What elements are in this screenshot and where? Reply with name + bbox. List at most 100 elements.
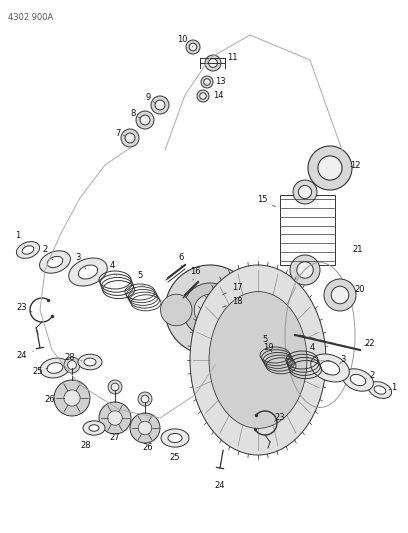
- Circle shape: [125, 133, 135, 143]
- Circle shape: [151, 96, 169, 114]
- Ellipse shape: [374, 386, 386, 394]
- Circle shape: [108, 380, 122, 394]
- Text: 1: 1: [389, 384, 397, 392]
- Circle shape: [308, 146, 352, 190]
- Text: 24: 24: [215, 481, 225, 489]
- Ellipse shape: [47, 256, 63, 268]
- Circle shape: [183, 283, 237, 337]
- Circle shape: [201, 76, 213, 88]
- Circle shape: [111, 383, 119, 391]
- Circle shape: [138, 392, 152, 406]
- Text: 28: 28: [81, 440, 91, 449]
- Text: 4: 4: [308, 343, 315, 358]
- Text: 20: 20: [355, 286, 365, 295]
- Ellipse shape: [343, 369, 373, 391]
- Text: 4: 4: [109, 261, 117, 276]
- Ellipse shape: [22, 246, 34, 254]
- Ellipse shape: [368, 382, 392, 398]
- Text: 9: 9: [145, 93, 155, 103]
- Text: 11: 11: [227, 53, 237, 62]
- Circle shape: [141, 395, 149, 403]
- Text: 12: 12: [350, 160, 360, 169]
- Circle shape: [160, 294, 192, 326]
- Ellipse shape: [40, 358, 70, 378]
- Ellipse shape: [78, 265, 98, 279]
- Circle shape: [204, 79, 210, 85]
- Circle shape: [205, 55, 221, 71]
- Text: 21: 21: [353, 246, 363, 254]
- Text: 2: 2: [366, 370, 375, 379]
- Text: 3: 3: [75, 254, 86, 269]
- Text: 10: 10: [177, 36, 193, 47]
- Text: 15: 15: [257, 196, 275, 207]
- Text: 28: 28: [65, 353, 82, 362]
- Circle shape: [155, 100, 165, 110]
- Ellipse shape: [16, 241, 40, 259]
- Text: 23: 23: [274, 414, 285, 423]
- Ellipse shape: [320, 361, 339, 375]
- Text: 18: 18: [223, 297, 242, 307]
- Ellipse shape: [83, 421, 105, 435]
- Circle shape: [331, 286, 349, 304]
- Text: 3: 3: [340, 356, 346, 365]
- Circle shape: [136, 111, 154, 129]
- Ellipse shape: [78, 354, 102, 370]
- Circle shape: [324, 279, 356, 311]
- Circle shape: [186, 40, 200, 54]
- Circle shape: [228, 294, 259, 326]
- Ellipse shape: [40, 251, 71, 273]
- Text: 2: 2: [42, 246, 53, 260]
- Circle shape: [121, 129, 139, 147]
- Circle shape: [208, 59, 217, 67]
- Ellipse shape: [84, 358, 96, 366]
- Bar: [280, 195, 335, 265]
- Circle shape: [68, 361, 76, 369]
- Circle shape: [194, 294, 226, 326]
- Text: 8: 8: [130, 109, 140, 118]
- Circle shape: [298, 185, 312, 199]
- Circle shape: [130, 413, 160, 443]
- Text: 13: 13: [215, 77, 225, 86]
- Ellipse shape: [190, 265, 326, 455]
- Circle shape: [197, 90, 209, 102]
- Text: 25: 25: [170, 453, 180, 462]
- Circle shape: [290, 255, 320, 285]
- Ellipse shape: [209, 292, 307, 429]
- Text: 22: 22: [364, 338, 375, 348]
- Text: 19: 19: [263, 343, 273, 352]
- Ellipse shape: [310, 354, 349, 382]
- Text: 7: 7: [115, 128, 125, 138]
- Text: 16: 16: [190, 268, 200, 280]
- Circle shape: [99, 402, 131, 434]
- Circle shape: [189, 43, 197, 51]
- Text: 4302 900A: 4302 900A: [8, 13, 53, 22]
- Circle shape: [64, 390, 80, 406]
- Ellipse shape: [47, 362, 63, 373]
- Text: 24: 24: [17, 351, 33, 359]
- Text: 26: 26: [143, 442, 153, 451]
- Circle shape: [293, 180, 317, 204]
- Circle shape: [140, 115, 150, 125]
- Text: 25: 25: [33, 367, 48, 376]
- Text: 17: 17: [222, 284, 242, 295]
- Ellipse shape: [168, 433, 182, 442]
- Text: 26: 26: [45, 395, 55, 405]
- Circle shape: [54, 380, 90, 416]
- Circle shape: [318, 156, 342, 180]
- Ellipse shape: [89, 425, 99, 431]
- Ellipse shape: [161, 429, 189, 447]
- Text: 23: 23: [17, 303, 32, 312]
- Text: 14: 14: [213, 92, 223, 101]
- Text: 5: 5: [137, 271, 143, 286]
- Text: 5: 5: [262, 335, 272, 352]
- Circle shape: [64, 357, 80, 373]
- Text: 1: 1: [16, 231, 24, 246]
- Text: 27: 27: [110, 433, 120, 442]
- Ellipse shape: [69, 258, 107, 286]
- Circle shape: [108, 411, 122, 425]
- Circle shape: [297, 262, 313, 278]
- Circle shape: [165, 265, 255, 355]
- Text: 6: 6: [178, 254, 184, 267]
- Ellipse shape: [350, 374, 366, 385]
- Circle shape: [200, 93, 206, 99]
